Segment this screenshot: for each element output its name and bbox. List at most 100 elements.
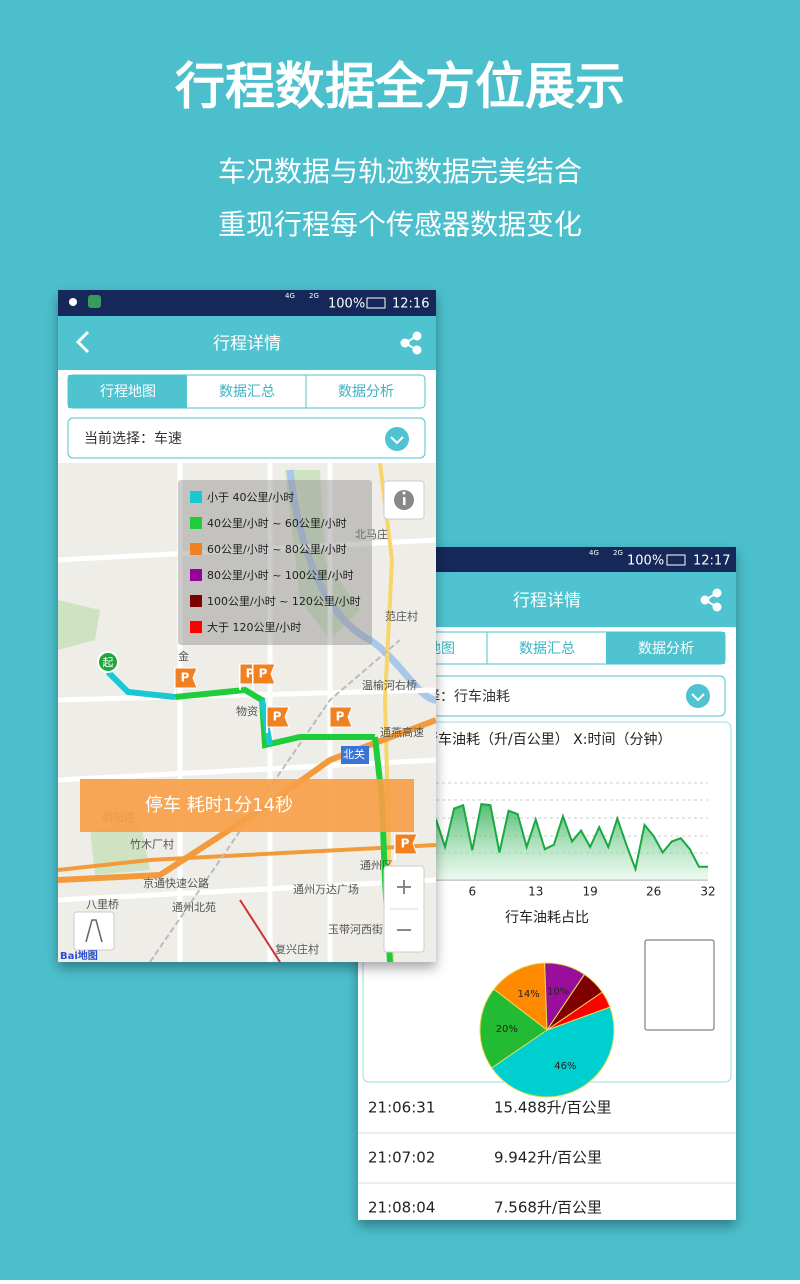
legend-swatch [190,491,202,503]
back-button[interactable] [75,330,90,354]
parking-flags: P P PP PP [174,663,418,860]
legend-label: 100公里/小时 ~ 120公里/小时 [207,595,361,608]
app-title: 行程详情 [513,591,581,611]
flag-label: P [336,710,345,724]
selector[interactable] [67,417,426,459]
info-icon-stroke [403,497,406,505]
line-chart: 6 13 19 26 32 [435,782,716,899]
x-tick-label: 32 [700,885,715,899]
tab[interactable]: 数据汇总 [519,641,575,657]
zoom-in[interactable] [397,880,411,894]
share-icon[interactable] [400,331,422,355]
pie-slice [546,991,611,1031]
location-icon [69,298,77,306]
flag-label: P [401,837,410,851]
record-list: 21:06:31 15.488升/百公里 21:07:02 9.942升/百公里 21:… [358,1099,736,1217]
clock: 12:17 [693,554,730,569]
start-marker-label: 起 [103,656,114,669]
subtitle: 重现行程每个传感器数据变化 [218,208,582,241]
pie-slice [493,962,548,1032]
dropdown-button[interactable] [385,427,409,451]
flag-label: P [246,667,255,681]
dropdown-arrow [691,693,705,702]
map-label: 温榆河右桥 [362,678,417,692]
map-label: 物资 [236,704,258,718]
map-label: 玉带河西街 [328,922,383,936]
pie-label: 10% [547,986,569,997]
flag [329,706,353,728]
pie-title: 行车油耗占比 [505,909,589,926]
flag [174,667,198,689]
row-time: 21:07:02 [368,1149,435,1167]
map-label: 金 [178,649,189,663]
map-label: 复兴庄村 [275,942,319,956]
speed-legend [178,480,372,645]
tab[interactable]: 数据汇总 [219,384,275,400]
legend-swatch [190,569,202,581]
status-bar [58,290,436,316]
share-icon[interactable] [700,588,722,612]
battery-label: 100% [328,297,365,312]
network-label: 4G [589,549,599,557]
pie-label: 20% [496,1024,518,1035]
map-label: 八里桥 [86,898,119,911]
legend-label: 60公里/小时 ~ 80公里/小时 [207,543,347,556]
subtitle: 车况数据与轨迹数据完美结合 [218,155,582,188]
legend-swatch [190,595,202,607]
map-label-badge [341,746,369,764]
app-title: 行程详情 [213,334,281,354]
river [286,469,436,704]
route-toggle[interactable] [73,911,115,951]
park-area [58,600,100,650]
x-tick-label: 6 [468,885,476,899]
route-toggle-icon [85,919,103,943]
tab[interactable]: 数据分析 [638,641,694,657]
headline: 行程数据全方位展示 [175,58,625,116]
map-label: 通燕高速 [380,725,424,739]
pie-label: 14% [518,989,540,1000]
tab[interactable]: 行程地图 [100,384,156,400]
battery-icon [366,297,386,309]
speed-legend-items: 小于 40公里/小时 40公里/小时 ~ 60公里/小时 60公里/小时 ~ 80公… [190,491,361,634]
battery-icon [666,554,686,566]
map-label: 范庄村 [385,609,418,623]
start-marker [97,651,119,673]
flag-label: P [181,671,190,685]
tab-active [606,632,725,664]
line-chart-title: 行车油耗（升/百公里） X:时间（分钟） [424,731,671,748]
map-label: 竹木厂村 [130,837,174,851]
pie-label: 46% [554,1061,576,1072]
dropdown-button[interactable] [686,684,710,708]
network-label: 2G [309,292,319,300]
map-label: 通州北苑 [172,901,216,914]
tab[interactable]: 数据分析 [338,384,394,400]
legend-label: 80公里/小时 ~ 100公里/小时 [207,569,354,582]
flag-label: P [273,710,282,724]
map-label: 通州万达广场 [293,882,359,896]
line [435,802,708,873]
pie-legend [644,939,715,1031]
selector-text: 当前选择：车速 [84,430,182,447]
dropdown-arrow [390,436,404,445]
legend-label: 小于 40公里/小时 [207,491,294,504]
legend-label: 大于 120公里/小时 [207,620,301,634]
row-value: 9.942升/百公里 [494,1149,602,1167]
row-value: 15.488升/百公里 [494,1099,612,1117]
info-icon-dot [402,491,406,495]
battery-label: 100% [627,554,664,569]
x-tick-label: 19 [582,885,597,899]
x-tick-label: 13 [528,885,543,899]
flag [252,663,276,685]
railway [149,639,401,962]
flag-label: P [259,667,268,681]
row-time: 21:06:31 [368,1099,435,1117]
map-label: 京通快速公路 [143,876,209,890]
clock: 12:16 [392,297,429,312]
tab-active [68,375,187,408]
legend-swatch [190,517,202,529]
subway [239,899,281,962]
highway [58,843,436,872]
flag [266,706,290,728]
